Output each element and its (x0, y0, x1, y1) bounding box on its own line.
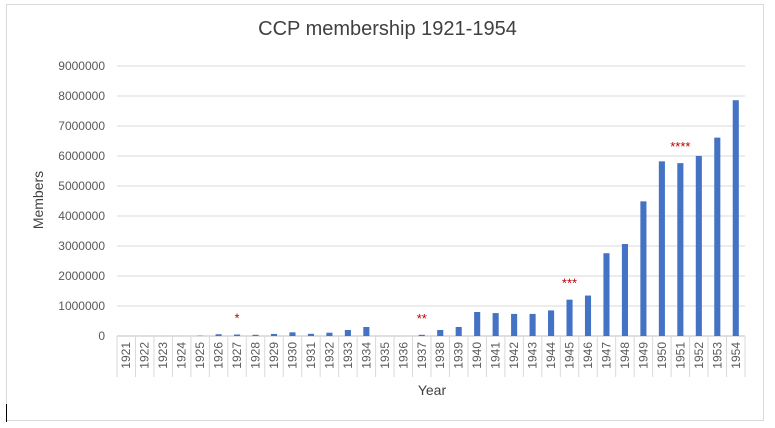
y-tick-label: 4000000 (58, 209, 105, 223)
x-tick-label: 1944 (544, 342, 558, 369)
bar-1947 (603, 253, 610, 336)
bar-1954 (732, 100, 739, 336)
bar-1941 (492, 313, 499, 336)
x-tick-label: 1937 (415, 342, 429, 369)
bar-1944 (548, 310, 555, 336)
annotation-1927: * (235, 311, 240, 326)
chart-title: CCP membership 1921-1954 (258, 18, 517, 40)
bar-1931 (307, 333, 314, 336)
bar-1950 (658, 161, 665, 336)
y-tick-label: 0 (98, 329, 105, 343)
annotation-1945: *** (562, 276, 577, 291)
bar-1946 (584, 295, 592, 336)
y-tick-label: 6000000 (58, 149, 105, 163)
bar-1927 (234, 334, 241, 336)
annotation-1951: **** (670, 139, 690, 154)
bar-1945 (566, 299, 573, 336)
y-tick-label: 8000000 (58, 89, 105, 103)
x-tick-label: 1932 (322, 342, 336, 369)
bar-1948 (621, 244, 628, 336)
x-tick-label: 1947 (599, 342, 613, 369)
x-tick-label: 1924 (175, 342, 189, 369)
bar-1938 (437, 330, 444, 336)
bar-1943 (529, 313, 536, 336)
x-tick-label: 1946 (581, 342, 595, 369)
y-tick-label: 5000000 (58, 179, 105, 193)
x-tick-label: 1954 (729, 342, 743, 369)
x-tick-label: 1938 (433, 342, 447, 369)
bar-1930 (289, 332, 296, 336)
x-tick-label: 1940 (470, 342, 484, 369)
x-tick-label: 1948 (618, 342, 632, 369)
y-tick-label: 7000000 (58, 119, 105, 133)
x-tick-label: 1935 (378, 342, 392, 369)
bar-1926 (215, 334, 222, 336)
y-tick-label: 9000000 (58, 59, 105, 73)
y-tick-label: 3000000 (58, 239, 105, 253)
x-tick-label: 1950 (655, 342, 669, 369)
y-tick-label: 1000000 (58, 299, 105, 313)
x-axis-label: Year (417, 382, 447, 398)
bar-1939 (455, 327, 462, 336)
bar-1952 (695, 155, 702, 336)
bar-1934 (363, 327, 370, 336)
y-tick-label: 2000000 (58, 269, 105, 283)
x-tick-label: 1925 (193, 342, 207, 369)
x-tick-label: 1943 (526, 342, 540, 369)
x-tick-label: 1926 (212, 342, 226, 369)
bar-1928 (252, 334, 259, 336)
text-cursor (6, 404, 7, 422)
x-tick-label: 1931 (304, 342, 318, 369)
annotation-1937: ** (417, 311, 427, 326)
x-tick-label: 1936 (396, 342, 410, 369)
bar-1937 (418, 334, 425, 336)
bar-1951 (677, 163, 684, 336)
x-tick-label: 1934 (359, 342, 373, 369)
x-tick-label: 1951 (673, 342, 687, 369)
bar-1942 (511, 313, 518, 336)
x-tick-label: 1927 (230, 342, 244, 369)
x-tick-label: 1928 (249, 342, 263, 369)
x-tick-label: 1921 (119, 342, 133, 369)
x-tick-label: 1952 (692, 342, 706, 369)
bar-1953 (714, 137, 721, 336)
x-tick-label: 1939 (452, 342, 466, 369)
x-tick-label: 1949 (636, 342, 650, 369)
chart-frame (6, 4, 764, 421)
x-tick-label: 1922 (138, 342, 152, 369)
x-tick-label: 1945 (563, 342, 577, 369)
x-tick-label: 1923 (156, 342, 170, 369)
bar-1949 (640, 201, 647, 336)
bar-1940 (474, 312, 481, 336)
x-tick-label: 1941 (489, 342, 503, 369)
x-tick-label: 1930 (285, 342, 299, 369)
x-tick-label: 1942 (507, 342, 521, 369)
bar-1929 (270, 333, 278, 336)
x-tick-label: 1953 (710, 342, 724, 369)
x-tick-label: 1933 (341, 342, 355, 369)
bar-1932 (326, 332, 333, 336)
x-tick-label: 1929 (267, 342, 281, 369)
bar-1933 (344, 330, 351, 336)
